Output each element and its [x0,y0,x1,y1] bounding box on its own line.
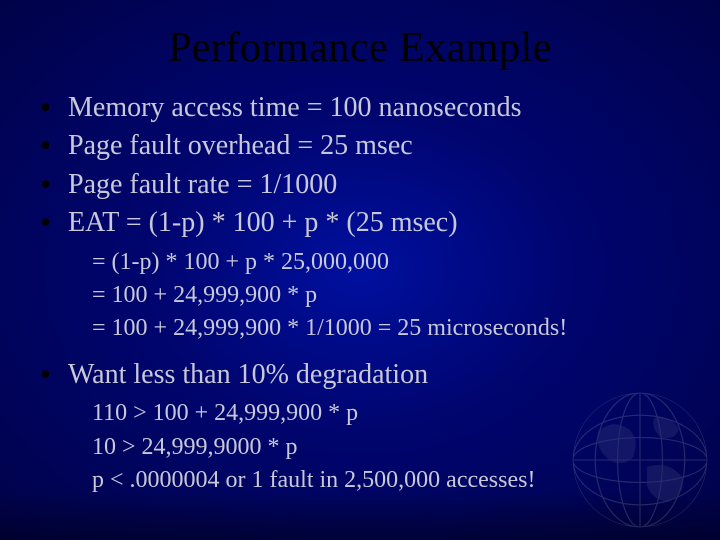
sub-item: = 100 + 24,999,900 * p [92,279,690,311]
bottom-shade [0,490,720,540]
sub-item: p < .0000004 or 1 fault in 2,500,000 acc… [92,464,690,496]
bullet-list: Memory access time = 100 nanoseconds Pag… [30,90,690,242]
bullet-item: Memory access time = 100 nanoseconds [68,90,690,126]
bullet-item: Page fault overhead = 25 msec [68,128,690,164]
sub-item: 110 > 100 + 24,999,900 * p [92,397,690,429]
sub-list: 110 > 100 + 24,999,900 * p 10 > 24,999,9… [30,397,690,496]
sub-list: = (1-p) * 100 + p * 25,000,000 = 100 + 2… [30,246,690,345]
sub-item: = 100 + 24,999,900 * 1/1000 = 25 microse… [92,312,690,344]
slide: Performance Example Memory access time =… [0,0,720,540]
bullet-item: Want less than 10% degradation [68,357,690,393]
sub-item: = (1-p) * 100 + p * 25,000,000 [92,246,690,278]
bullet-item: Page fault rate = 1/1000 [68,167,690,203]
bullet-list: Want less than 10% degradation [30,357,690,393]
bullet-item: EAT = (1-p) * 100 + p * (25 msec) [68,205,690,241]
sub-item: 10 > 24,999,9000 * p [92,431,690,463]
slide-title: Performance Example [30,24,690,72]
